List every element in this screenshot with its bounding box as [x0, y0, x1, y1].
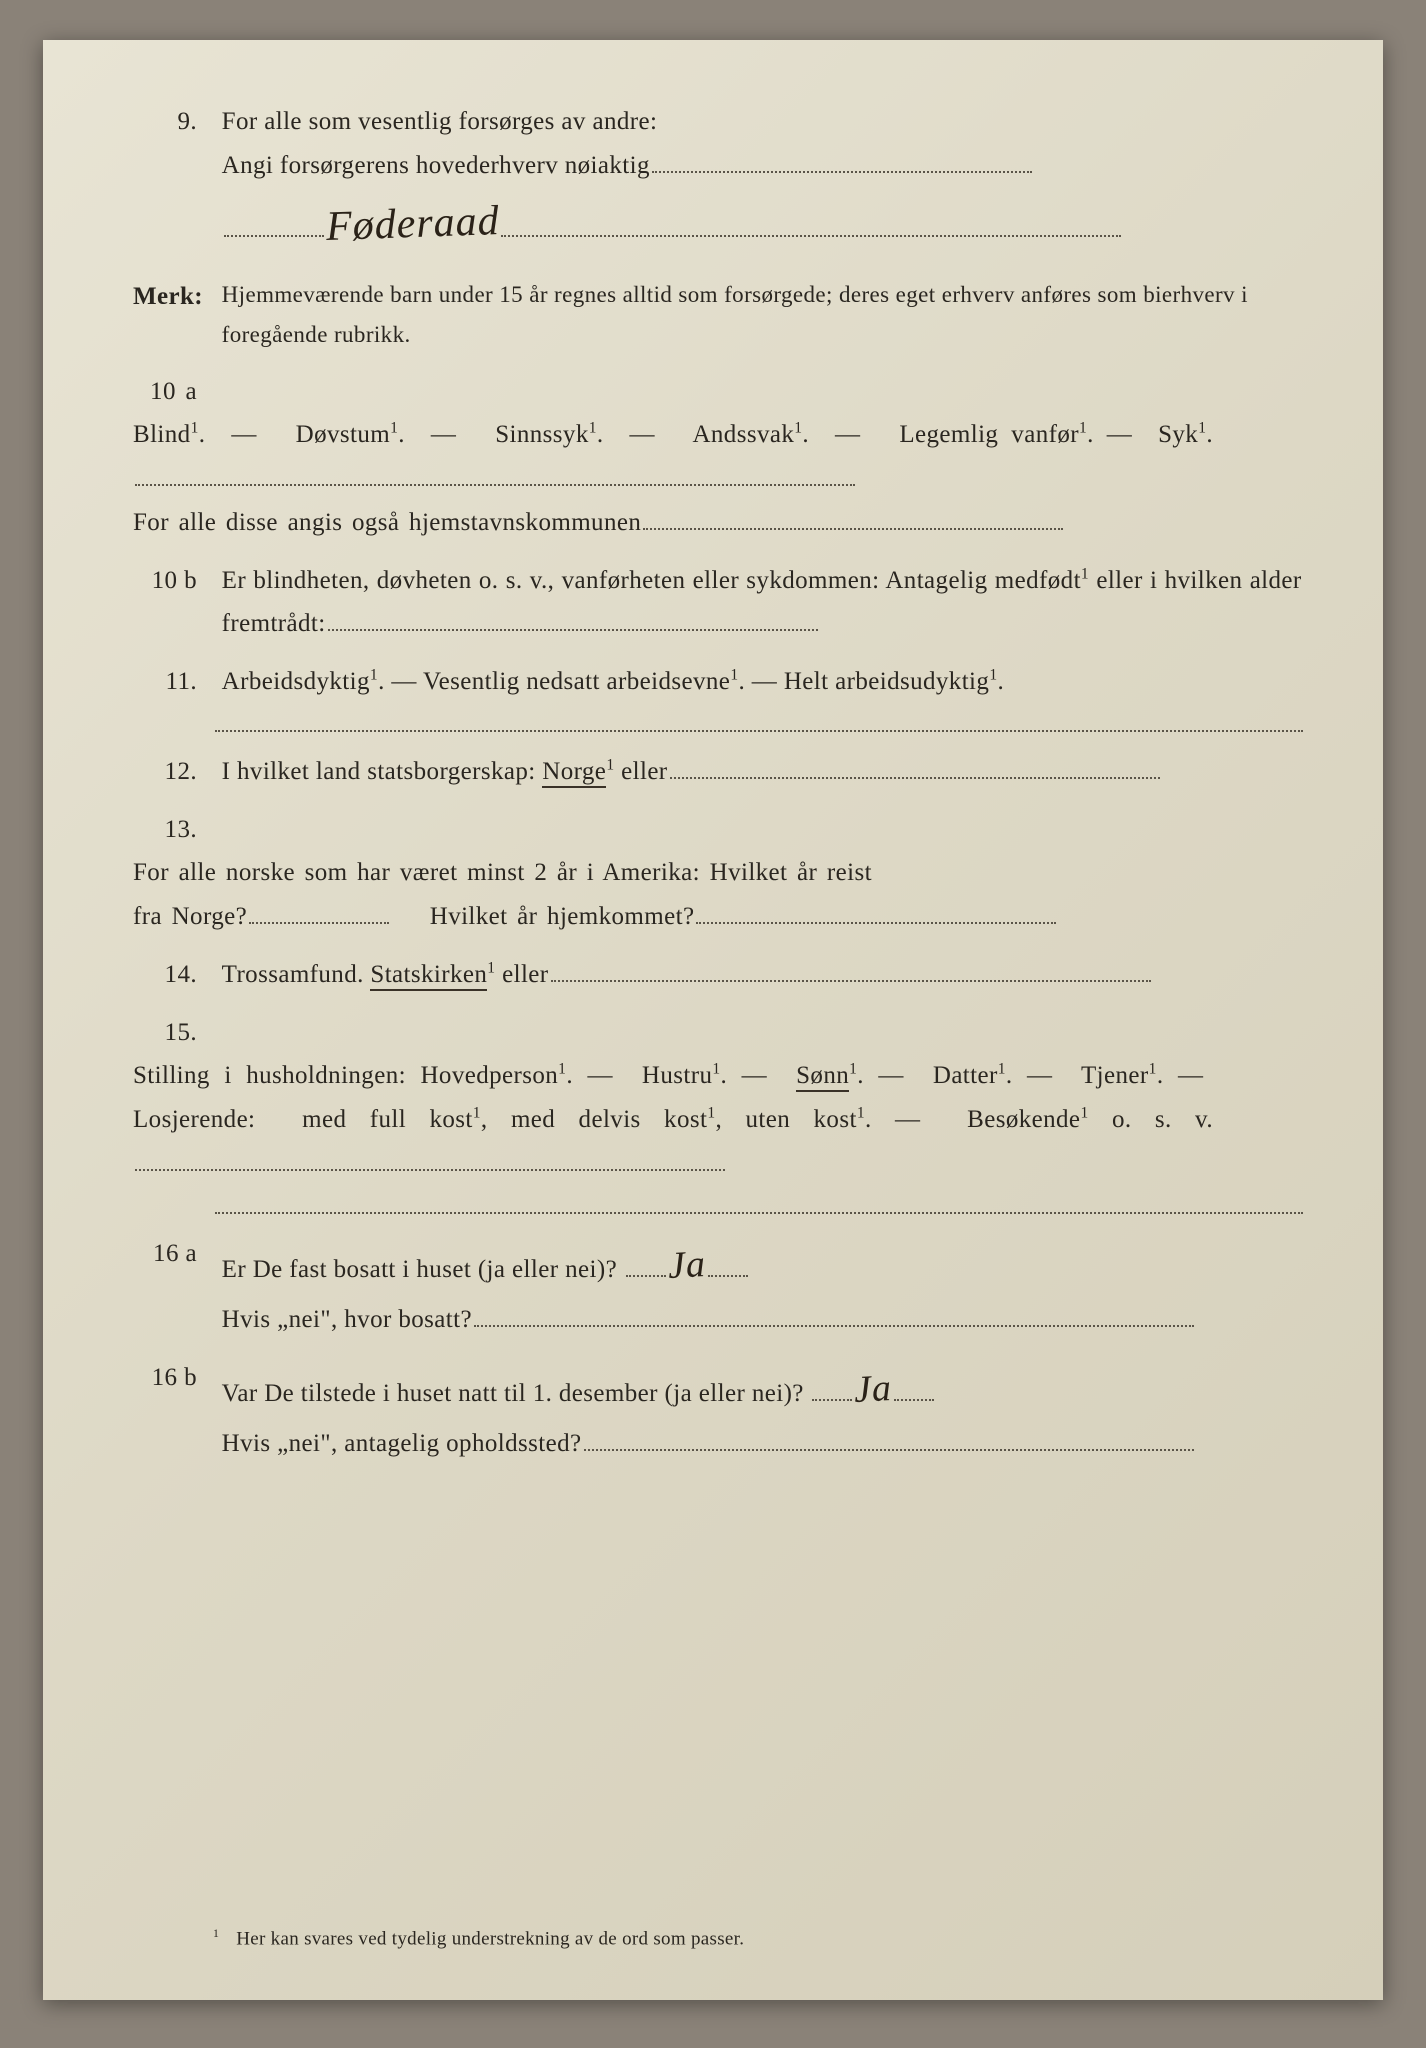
q14-statskirken-underlined: Statskirken: [370, 961, 487, 991]
blank-line: [670, 752, 1160, 779]
note-merk: Merk: Hjemmeværende barn under 15 år reg…: [133, 275, 1303, 356]
question-11: 11. Arbeidsdyktig1. — Vesentlig nedsatt …: [133, 660, 1303, 704]
q15-pre: Stilling i husholdningen:: [133, 1062, 420, 1089]
opt-arbeidsdyktig: Arbeidsdyktig: [222, 668, 370, 695]
q16a-question: Er De fast bosatt i huset (ja eller nei)…: [222, 1256, 617, 1283]
q15-body: Stilling i husholdningen: Hovedperson1. …: [133, 1054, 1213, 1185]
handwritten-ja-16a: Ja: [666, 1231, 707, 1299]
footnote-marker: 1: [213, 1927, 219, 1940]
q14-body: Trossamfund. Statskirken1 eller: [222, 953, 1302, 997]
blank-line: [474, 1300, 1194, 1327]
opt-datter: Datter: [933, 1062, 998, 1089]
blank-line: [249, 897, 389, 924]
merk-text: Hjemmeværende barn under 15 år regnes al…: [222, 275, 1302, 356]
q12-number: 12.: [133, 750, 215, 794]
opt-syk: Syk: [1158, 421, 1198, 448]
handwritten-occupation: Føderaad: [324, 184, 500, 264]
blank-line: [894, 1374, 934, 1401]
q9-number: 9.: [133, 100, 215, 144]
q16b-question: Var De tilstede i huset natt til 1. dese…: [222, 1380, 804, 1407]
question-10b: 10 b Er blindheten, døvheten o. s. v., v…: [133, 559, 1303, 647]
blank-line: [812, 1374, 852, 1401]
blank-line-full: [215, 1210, 1303, 1214]
opt-hustru: Hustru: [642, 1062, 712, 1089]
q10a-body: Blind1. — Døvstum1. — Sinnssyk1. — Andss…: [133, 413, 1213, 544]
q11-body: Arbeidsdyktig1. — Vesentlig nedsatt arbe…: [222, 660, 1302, 704]
q10a-number: 10 a: [133, 370, 215, 414]
opt-sonn-underlined: Sønn: [796, 1062, 849, 1092]
q10b-pre: Er blindheten, døvheten o. s. v., vanfør…: [222, 567, 1081, 594]
opt-andssvak: Andssvak: [692, 421, 794, 448]
question-13: 13. For alle norske som har været minst …: [133, 808, 1303, 939]
q9-body: For alle som vesentlig forsørges av andr…: [222, 100, 1302, 261]
q10b-body: Er blindheten, døvheten o. s. v., vanfør…: [222, 559, 1302, 647]
question-9: 9. For alle som vesentlig forsørges av a…: [133, 100, 1303, 261]
q13-line2b: Hvilket år hjemkommet?: [430, 903, 695, 930]
blank-line: [626, 1250, 666, 1277]
blank-line: [328, 604, 818, 631]
q9-text-line2: Angi forsørgerens hovederhverv nøiaktig: [222, 152, 650, 179]
q16b-body: Var De tilstede i huset natt til 1. dese…: [222, 1356, 1302, 1466]
blank-line-full: [215, 728, 1303, 732]
q16a-body: Er De fast bosatt i huset (ja eller nei)…: [222, 1232, 1302, 1342]
q16b-number: 16 b: [133, 1356, 215, 1400]
q16b-sub: Hvis „nei", antagelig opholdssted?: [222, 1430, 582, 1457]
blank-line: [135, 459, 855, 486]
opt-uten-kost: uten kost: [746, 1106, 857, 1133]
question-16a: 16 a Er De fast bosatt i huset (ja eller…: [133, 1232, 1303, 1342]
census-form-page: 9. For alle som vesentlig forsørges av a…: [43, 40, 1383, 2000]
opt-sinnssyk: Sinnssyk: [495, 421, 589, 448]
q12-norge-underlined: Norge: [542, 758, 606, 788]
q16a-sub: Hvis „nei", hvor bosatt?: [222, 1306, 472, 1333]
opt-full-kost: med full kost: [302, 1106, 473, 1133]
blank-line: [652, 146, 1032, 173]
opt-blind: Blind: [133, 421, 191, 448]
opt-besokende: Besøkende: [967, 1106, 1080, 1133]
footnote-text: Her kan svares ved tydelig understreknin…: [236, 1928, 744, 1949]
q13-body: For alle norske som har været minst 2 år…: [133, 851, 1213, 939]
q10b-number: 10 b: [133, 559, 215, 603]
q12-post: eller: [621, 758, 667, 785]
blank-line: [708, 1250, 748, 1277]
question-16b: 16 b Var De tilstede i huset natt til 1.…: [133, 1356, 1303, 1466]
question-14: 14. Trossamfund. Statskirken1 eller: [133, 953, 1303, 997]
q12-pre: I hvilket land statsborgerskap:: [222, 758, 543, 785]
blank-line: [551, 955, 1151, 982]
blank-line: [696, 897, 1056, 924]
blank-line: [224, 210, 324, 237]
question-15: 15. Stilling i husholdningen: Hovedperso…: [133, 1011, 1303, 1186]
opt-dovstum: Døvstum: [296, 421, 390, 448]
blank-line: [501, 210, 1121, 237]
q15-number: 15.: [133, 1011, 215, 1055]
q12-body: I hvilket land statsborgerskap: Norge1 e…: [222, 750, 1302, 794]
opt-nedsatt: Vesentlig nedsatt arbeidsevne: [423, 668, 730, 695]
q9-text-line1: For alle som vesentlig forsørges av andr…: [222, 108, 658, 135]
opt-hovedperson: Hovedperson: [420, 1062, 558, 1089]
merk-label: Merk:: [133, 275, 215, 319]
q14-number: 14.: [133, 953, 215, 997]
q14-post: eller: [495, 961, 548, 988]
footnote: 1 Her kan svares ved tydelig understrekn…: [213, 1927, 744, 1950]
q10a-line3: For alle disse angis også hjemstavnskomm…: [133, 509, 641, 536]
q13-line2a: fra Norge?: [133, 903, 247, 930]
question-12: 12. I hvilket land statsborgerskap: Norg…: [133, 750, 1303, 794]
opt-udyktig: Helt arbeidsudyktig: [784, 668, 989, 695]
losjerende-label: Losjerende:: [133, 1106, 255, 1133]
q13-line1: For alle norske som har været minst 2 år…: [133, 859, 872, 886]
q16a-number: 16 a: [133, 1232, 215, 1276]
q14-pre: Trossamfund.: [222, 961, 371, 988]
question-10a: 10 a Blind1. — Døvstum1. — Sinnssyk1. — …: [133, 370, 1303, 545]
opt-tjener: Tjener: [1081, 1062, 1149, 1089]
opt-delvis-kost: med delvis kost: [511, 1106, 707, 1133]
q13-number: 13.: [133, 808, 215, 852]
opt-legemlig: Legemlig vanfør: [899, 421, 1079, 448]
handwritten-ja-16b: Ja: [853, 1355, 894, 1423]
blank-line: [643, 503, 1063, 530]
blank-line: [584, 1424, 1194, 1451]
q15-tail: o. s. v.: [1089, 1106, 1213, 1133]
blank-line: [135, 1144, 725, 1171]
q11-number: 11.: [133, 660, 215, 704]
